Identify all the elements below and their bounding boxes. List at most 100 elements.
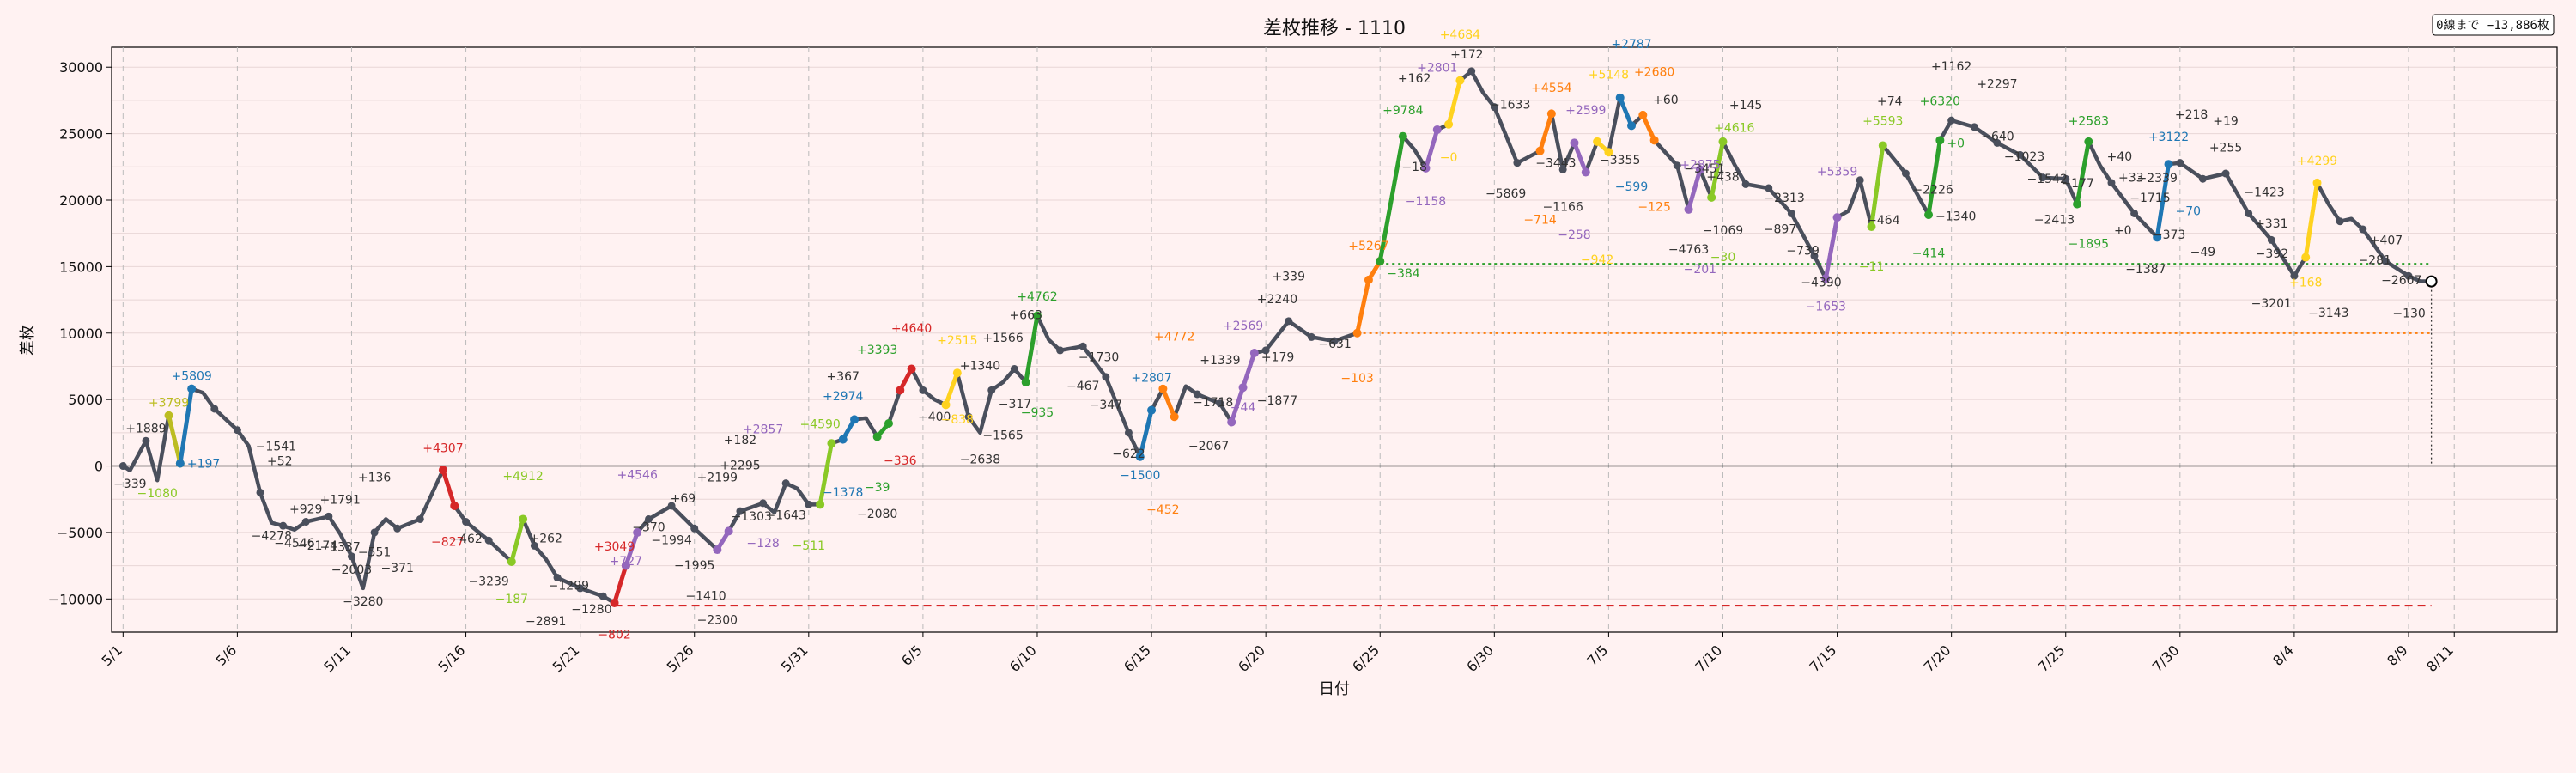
data-label: −201	[1684, 263, 1716, 277]
data-label: −1166	[1542, 200, 1583, 214]
data-label: +262	[529, 533, 562, 546]
data-point	[2336, 217, 2344, 226]
data-label: +0	[2114, 224, 2132, 238]
data-label: −1542	[2027, 173, 2068, 186]
y-tick-label: 5000	[68, 392, 103, 408]
y-tick-label: 15000	[59, 259, 103, 275]
highlight-point	[1867, 222, 1876, 231]
highlight-point	[1935, 136, 1945, 145]
data-label: −1995	[674, 559, 714, 573]
highlight-point	[816, 500, 825, 509]
data-point	[1901, 169, 1910, 178]
highlight-point	[1249, 348, 1259, 357]
data-label: −1280	[571, 603, 611, 617]
data-label: −1895	[2069, 238, 2109, 252]
highlight-segment	[1024, 315, 1040, 383]
data-label: −1565	[982, 429, 1023, 442]
highlight-point	[1570, 138, 1579, 148]
data-label: +60	[1653, 94, 1679, 107]
data-label: +1889	[125, 422, 166, 435]
data-label: −384	[1387, 267, 1420, 281]
data-label: +5267	[1348, 240, 1388, 253]
data-point	[576, 584, 585, 593]
data-point	[1673, 161, 1681, 170]
highlight-point	[1398, 131, 1407, 141]
data-label: +2569	[1223, 320, 1263, 333]
data-label: −1410	[685, 590, 726, 604]
data-point	[2381, 257, 2390, 265]
data-label: −4763	[1668, 243, 1709, 257]
highlight-point	[838, 435, 848, 444]
data-point	[2130, 209, 2139, 217]
x-tick-label: 8/4	[2269, 642, 2297, 669]
x-tick-label: 7/10	[1692, 642, 1725, 675]
data-point	[1330, 337, 1339, 345]
data-point	[1947, 116, 1956, 125]
highlight-point	[952, 368, 962, 378]
data-label: −1730	[1078, 351, 1119, 365]
data-label: −2607	[2381, 274, 2421, 288]
data-label: −187	[495, 593, 528, 606]
data-label: −370	[632, 520, 665, 534]
data-label: −3201	[2251, 297, 2292, 311]
highlight-segment	[2075, 141, 2091, 205]
data-label: −1633	[1490, 99, 1530, 113]
data-label: +4912	[502, 470, 543, 484]
data-point	[2404, 271, 2413, 280]
grid-lines	[112, 47, 2557, 632]
data-label: +69	[671, 492, 696, 506]
data-label: −3280	[343, 595, 383, 609]
highlight-segment	[817, 442, 834, 505]
data-label: +182	[724, 434, 756, 447]
data-label: −3143	[2308, 307, 2348, 320]
data-label: −49	[2190, 246, 2216, 259]
highlight-point	[1535, 146, 1545, 155]
data-label: +407	[2370, 234, 2403, 247]
highlight-segment	[1161, 387, 1177, 418]
x-axis: 5/1 5/6 5/11 5/16 5/21 5/26 5/31 6/5 6/10 6/15 6/2…	[98, 632, 2457, 675]
data-point	[1970, 123, 1978, 131]
data-label: −1423	[2244, 186, 2284, 200]
data-point	[1216, 399, 1224, 408]
data-label: +727	[610, 555, 642, 569]
data-label: −2313	[1764, 192, 1804, 205]
highlight-segment	[1538, 113, 1554, 152]
data-point	[462, 518, 471, 526]
y-tick-label: −5000	[57, 525, 103, 541]
data-label: −1158	[1406, 195, 1446, 209]
data-label: +1791	[319, 494, 360, 508]
highlight-point	[1170, 412, 1179, 422]
data-label: −3451	[1684, 162, 1724, 176]
y-axis-label: 差枚	[19, 325, 37, 356]
data-label: +1339	[1200, 354, 1240, 368]
data-label: +162	[1398, 72, 1431, 86]
x-tick-label: 6/20	[1235, 642, 1268, 675]
highlight-segment	[2303, 182, 2319, 258]
data-label: −1718	[1193, 396, 1233, 410]
data-point	[964, 412, 973, 421]
data-point	[987, 386, 996, 394]
highlight-point	[1627, 121, 1637, 131]
data-label: +2680	[1634, 65, 1674, 79]
data-point	[1513, 159, 1522, 167]
y-tick-label: −10000	[48, 591, 103, 607]
data-point	[1993, 138, 2002, 147]
data-label: +40	[2107, 150, 2133, 164]
data-label: −1023	[2004, 150, 2044, 164]
highlight-point	[1878, 141, 1887, 150]
highlight-point	[1227, 417, 1236, 427]
highlight-point	[1421, 163, 1431, 173]
y-tick-label: 0	[94, 459, 103, 475]
data-point	[325, 512, 333, 520]
data-label: +3799	[149, 397, 189, 411]
data-point	[736, 507, 744, 515]
data-point	[2290, 271, 2299, 280]
x-tick-label: 6/5	[898, 642, 926, 669]
data-label: +2801	[1417, 62, 1457, 76]
data-point	[118, 462, 127, 471]
data-point	[1558, 165, 1567, 173]
data-point	[1810, 252, 1819, 260]
data-label: −281	[2358, 254, 2391, 268]
data-point	[1307, 332, 1315, 341]
data-point	[2245, 209, 2253, 217]
